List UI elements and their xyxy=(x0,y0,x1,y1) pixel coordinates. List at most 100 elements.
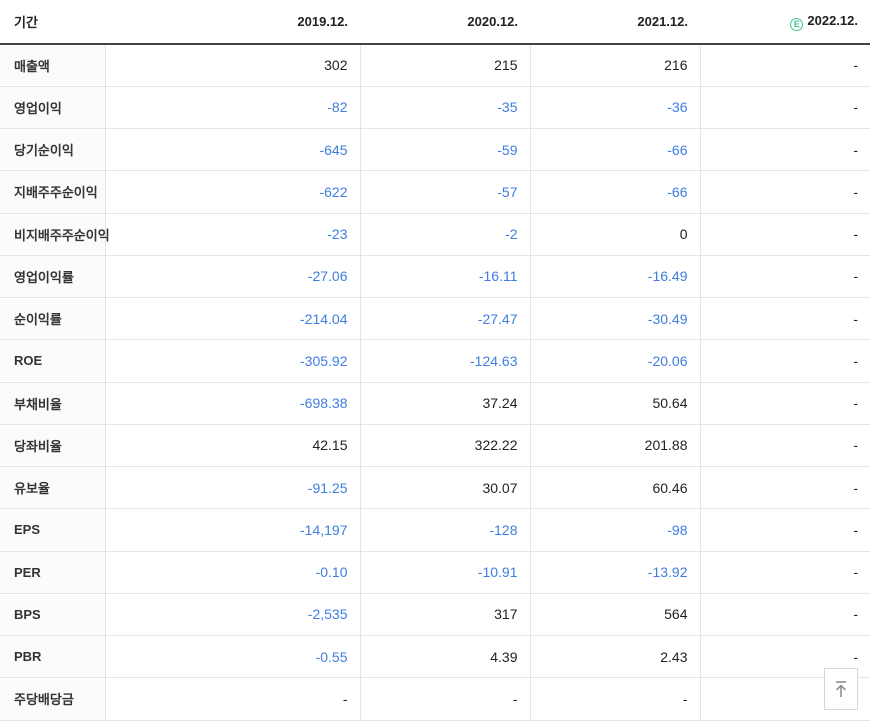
value-cell: -10.91 xyxy=(360,551,531,594)
value-cell: - xyxy=(700,508,870,552)
value-cell: 42.15 xyxy=(105,424,361,468)
value-cell: 215 xyxy=(360,44,531,87)
value-cell: -14,197 xyxy=(105,508,361,552)
value-cell: - xyxy=(700,466,870,510)
row-label: PER xyxy=(0,551,106,594)
value-cell: - xyxy=(700,339,870,383)
value-cell: - xyxy=(700,382,870,425)
table-row: BPS -2,535 317 564- xyxy=(0,593,870,637)
header-row: 기간 2019.12. 2020.12. 2021.12. E 2022.12. xyxy=(0,0,870,45)
table-row: EPS -14,197 -128 -98- xyxy=(0,508,870,552)
arrow-to-top-icon xyxy=(835,681,847,697)
column-header-2021-12: 2021.12. xyxy=(530,0,700,45)
table-row: 비지배주주순이익 -23 -2 0- xyxy=(0,213,870,256)
row-label: 당좌비율 xyxy=(0,424,106,468)
table-row: 지배주주순이익 -622 -57 -66- xyxy=(0,170,870,214)
value-cell: -214.04 xyxy=(105,297,361,341)
value-cell: 60.46 xyxy=(530,466,701,510)
value-cell: - xyxy=(700,213,870,256)
value-cell: -2 xyxy=(360,213,531,256)
value-cell: -57 xyxy=(360,170,531,214)
table-row: 영업이익 -82 -35 -36- xyxy=(0,86,870,130)
row-label: 유보율 xyxy=(0,466,106,510)
row-label: BPS xyxy=(0,593,106,637)
period-header-label: 기간 xyxy=(0,0,105,45)
row-label: 매출액 xyxy=(0,44,106,87)
row-label: 당기순이익 xyxy=(0,128,106,172)
row-label: PBR xyxy=(0,635,106,679)
table-header: 기간 2019.12. 2020.12. 2021.12. E 2022.12. xyxy=(0,0,870,45)
table-body: 매출액 302 215 216- 영업이익 -82 -35 -36- 당기순이익 -645 -59-… xyxy=(0,44,870,721)
row-label: 순이익률 xyxy=(0,297,106,341)
value-cell: -98 xyxy=(530,508,701,552)
value-cell: 50.64 xyxy=(530,382,701,425)
value-cell: -16.11 xyxy=(360,255,531,299)
row-label: 비지배주주순이익 xyxy=(0,213,110,256)
value-cell: - xyxy=(700,297,870,341)
row-label: 부채비율 xyxy=(0,382,106,425)
row-label: EPS xyxy=(0,508,106,552)
table-row: 부채비율 -698.38 37.24 50.64- xyxy=(0,382,870,425)
value-cell: 317 xyxy=(360,593,531,637)
value-cell: 216 xyxy=(530,44,701,87)
value-cell: 564 xyxy=(530,593,701,637)
value-cell: - xyxy=(360,677,531,721)
table-row: PBR -0.55 4.39 2.43- xyxy=(0,635,870,679)
value-cell: -27.47 xyxy=(360,297,531,341)
value-cell: - xyxy=(700,255,870,299)
value-cell: 302 xyxy=(105,44,361,87)
table-row: 당좌비율 42.15 322.22 201.88- xyxy=(0,424,870,468)
value-cell: -128 xyxy=(360,508,531,552)
value-cell: -2,535 xyxy=(105,593,361,637)
row-label: ROE xyxy=(0,339,106,383)
value-cell: -0.55 xyxy=(105,635,361,679)
value-cell: - xyxy=(700,128,870,172)
value-cell: -91.25 xyxy=(105,466,361,510)
value-cell: - xyxy=(105,677,361,721)
estimate-badge-icon: E xyxy=(790,17,804,31)
table-row: 유보율 -91.25 30.07 60.46- xyxy=(0,466,870,510)
value-cell: - xyxy=(700,44,870,87)
table-row: PER -0.10 -10.91 -13.92- xyxy=(0,551,870,594)
scroll-to-top-button[interactable] xyxy=(824,668,858,710)
value-cell: -645 xyxy=(105,128,361,172)
value-cell: 201.88 xyxy=(530,424,701,468)
value-cell: -0.10 xyxy=(105,551,361,594)
value-cell: -66 xyxy=(530,128,701,172)
column-header-2019-12: 2019.12. xyxy=(105,0,360,45)
value-cell: - xyxy=(530,677,701,721)
row-label: 주당배당금 xyxy=(0,677,106,721)
table-row: 주당배당금---- xyxy=(0,677,870,721)
value-cell: -36 xyxy=(530,86,701,130)
value-cell: 322.22 xyxy=(360,424,531,468)
value-cell: -13.92 xyxy=(530,551,701,594)
row-label: 영업이익 xyxy=(0,86,106,130)
column-header-2020-12: 2020.12. xyxy=(360,0,530,45)
value-cell: - xyxy=(700,424,870,468)
table-row: 당기순이익 -645 -59 -66- xyxy=(0,128,870,172)
value-cell: 30.07 xyxy=(360,466,531,510)
row-label: 영업이익률 xyxy=(0,255,106,299)
value-cell: 2.43 xyxy=(530,635,701,679)
value-cell: -59 xyxy=(360,128,531,172)
value-cell: -30.49 xyxy=(530,297,701,341)
table-row: 영업이익률 -27.06 -16.11 -16.49- xyxy=(0,255,870,299)
value-cell: -698.38 xyxy=(105,382,361,425)
value-cell: 4.39 xyxy=(360,635,531,679)
value-cell: -82 xyxy=(105,86,361,130)
column-header-2022-12-label: 2022.12. xyxy=(807,12,858,28)
value-cell: -20.06 xyxy=(530,339,701,383)
value-cell: -124.63 xyxy=(360,339,531,383)
table-row: ROE -305.92 -124.63 -20.06- xyxy=(0,339,870,383)
value-cell: -27.06 xyxy=(105,255,361,299)
row-label: 지배주주순이익 xyxy=(0,170,106,214)
value-cell: -622 xyxy=(105,170,361,214)
value-cell: -35 xyxy=(360,86,531,130)
value-cell: -16.49 xyxy=(530,255,701,299)
value-cell: - xyxy=(700,551,870,594)
value-cell: -66 xyxy=(530,170,701,214)
value-cell: - xyxy=(700,170,870,214)
column-header-2022-12: E 2022.12. xyxy=(700,0,870,45)
